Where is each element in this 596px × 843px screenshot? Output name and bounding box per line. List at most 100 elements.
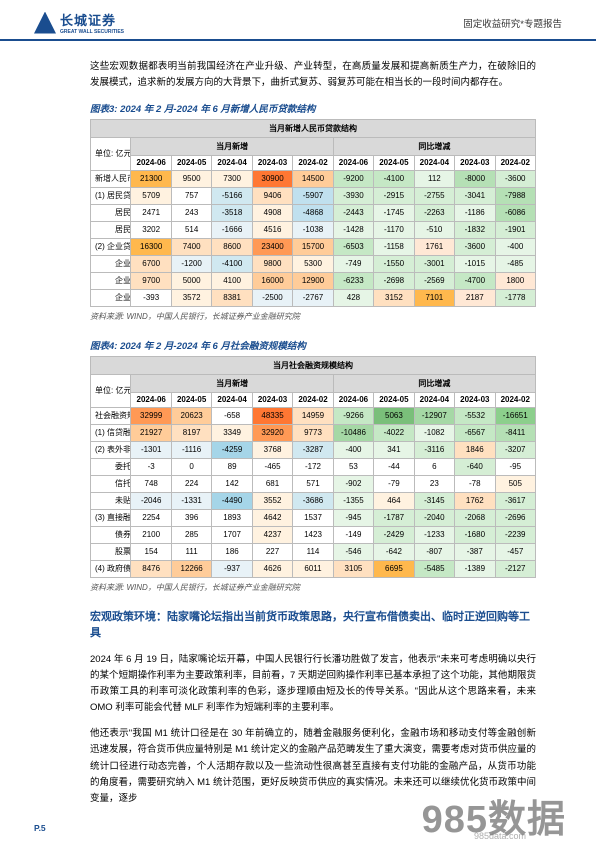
data-cell: -1082 bbox=[414, 424, 454, 441]
data-cell: 3105 bbox=[333, 560, 373, 577]
group-a: 当月新增 bbox=[131, 374, 333, 392]
row-label: 债券融资 bbox=[91, 526, 131, 543]
month-header: 2024-06 bbox=[131, 392, 171, 407]
data-cell: -1170 bbox=[374, 221, 414, 238]
data-cell: -12907 bbox=[414, 407, 454, 424]
month-header: 2024-02 bbox=[293, 155, 333, 170]
data-cell: 7101 bbox=[414, 289, 454, 306]
row-label: 居民中长期 bbox=[91, 221, 131, 238]
table-row: 居民短期2471243-35184908-4868-2443-1745-2263… bbox=[91, 204, 536, 221]
data-cell: -7988 bbox=[495, 187, 535, 204]
data-cell: 396 bbox=[171, 509, 211, 526]
row-label: 未贴现银行承兑汇票 bbox=[91, 492, 131, 509]
table-row: (1) 居民贷款5709757-51669406-5907-3930-2915-… bbox=[91, 187, 536, 204]
data-cell: 21927 bbox=[131, 424, 171, 441]
data-cell: -172 bbox=[293, 458, 333, 475]
data-cell: -1389 bbox=[455, 560, 495, 577]
data-cell: -2696 bbox=[495, 509, 535, 526]
logo: 长城证券 GREAT WALL SECURITIES bbox=[34, 10, 124, 35]
data-cell: -1901 bbox=[495, 221, 535, 238]
data-cell: -149 bbox=[333, 526, 373, 543]
data-cell: -8000 bbox=[455, 170, 495, 187]
data-cell: -1015 bbox=[455, 255, 495, 272]
data-cell: 8381 bbox=[212, 289, 252, 306]
data-cell: 757 bbox=[171, 187, 211, 204]
data-cell: -1186 bbox=[455, 204, 495, 221]
data-cell: 1846 bbox=[455, 441, 495, 458]
data-cell: 8600 bbox=[212, 238, 252, 255]
data-cell: -9266 bbox=[333, 407, 373, 424]
row-label: (2) 表外非标融资 bbox=[91, 441, 131, 458]
data-cell: 142 bbox=[212, 475, 252, 492]
data-cell: 505 bbox=[495, 475, 535, 492]
data-cell: 9700 bbox=[131, 272, 171, 289]
data-cell: -937 bbox=[212, 560, 252, 577]
data-cell: -6233 bbox=[333, 272, 373, 289]
month-header: 2024-04 bbox=[414, 155, 454, 170]
data-cell: -44 bbox=[374, 458, 414, 475]
watermark: 985数据 bbox=[422, 788, 566, 843]
data-cell: 428 bbox=[333, 289, 373, 306]
chart3-source: 资料来源: WIND，中国人民银行，长城证券产业金融研究院 bbox=[90, 311, 536, 322]
row-label: 新增人民币贷款: 当月值 bbox=[91, 170, 131, 187]
data-cell: 0 bbox=[171, 458, 211, 475]
chart4-source: 资料来源: WIND，中国人民银行，长城证券产业金融研究院 bbox=[90, 582, 536, 593]
unit-cell: 单位: 亿元 bbox=[91, 137, 131, 170]
section-p1: 2024 年 6 月 19 日，陆家嘴论坛开幕，中国人民银行行长潘功胜做了发言，… bbox=[90, 652, 536, 717]
data-cell: 285 bbox=[171, 526, 211, 543]
data-cell: -3686 bbox=[293, 492, 333, 509]
data-cell: 6700 bbox=[131, 255, 171, 272]
data-cell: 9773 bbox=[293, 424, 333, 441]
month-header: 2024-02 bbox=[495, 155, 535, 170]
data-cell: -945 bbox=[333, 509, 373, 526]
table-row: 债券融资2100285170742371423-149-2429-1233-16… bbox=[91, 526, 536, 543]
data-cell: -465 bbox=[252, 458, 292, 475]
data-cell: -1200 bbox=[171, 255, 211, 272]
data-cell: -1787 bbox=[374, 509, 414, 526]
data-cell: 3572 bbox=[171, 289, 211, 306]
month-header: 2024-05 bbox=[171, 392, 211, 407]
data-cell: 111 bbox=[171, 543, 211, 560]
month-header: 2024-05 bbox=[374, 392, 414, 407]
data-cell: -1428 bbox=[333, 221, 373, 238]
data-cell: 9500 bbox=[171, 170, 211, 187]
data-cell: -2443 bbox=[333, 204, 373, 221]
data-cell: -4100 bbox=[374, 170, 414, 187]
data-cell: 1893 bbox=[212, 509, 252, 526]
data-cell: -6567 bbox=[455, 424, 495, 441]
month-header: 2024-06 bbox=[333, 392, 373, 407]
month-header: 2024-04 bbox=[212, 155, 252, 170]
data-cell: 6695 bbox=[374, 560, 414, 577]
data-cell: 8476 bbox=[131, 560, 171, 577]
data-cell: -3116 bbox=[414, 441, 454, 458]
table-row: (1) 信贷融资2192781973349329209773-10486-402… bbox=[91, 424, 536, 441]
data-cell: -642 bbox=[374, 543, 414, 560]
data-cell: -546 bbox=[333, 543, 373, 560]
table-row: (4) 政府债券847612266-9374626601131056695-54… bbox=[91, 560, 536, 577]
data-cell: -6503 bbox=[333, 238, 373, 255]
data-cell: 464 bbox=[374, 492, 414, 509]
data-cell: -1666 bbox=[212, 221, 252, 238]
data-cell: -10486 bbox=[333, 424, 373, 441]
data-cell: 6 bbox=[414, 458, 454, 475]
row-label: 居民短期 bbox=[91, 204, 131, 221]
data-cell: -5532 bbox=[455, 407, 495, 424]
data-cell: -510 bbox=[414, 221, 454, 238]
chart3-table: 当月新增人民币贷款结构单位: 亿元当月新增同比增减2024-062024-052… bbox=[90, 119, 536, 307]
row-label: (2) 企业贷款 bbox=[91, 238, 131, 255]
data-cell: -2429 bbox=[374, 526, 414, 543]
table-row: (3) 直接融资2254396189346421537-945-1787-204… bbox=[91, 509, 536, 526]
table-row: 信托贷款748224142681571-902-7923-78505 bbox=[91, 475, 536, 492]
data-cell: -9200 bbox=[333, 170, 373, 187]
data-cell: 1423 bbox=[293, 526, 333, 543]
data-cell: 5000 bbox=[171, 272, 211, 289]
data-cell: -485 bbox=[495, 255, 535, 272]
intro-paragraph: 这些宏观数据都表明当前我国经济在产业升级、产业转型，在高质量发展和提高新质生产力… bbox=[90, 59, 536, 91]
data-cell: -3518 bbox=[212, 204, 252, 221]
unit-cell: 单位: 亿元 bbox=[91, 374, 131, 407]
data-cell: -1233 bbox=[414, 526, 454, 543]
data-cell: 3552 bbox=[252, 492, 292, 509]
data-cell: 23 bbox=[414, 475, 454, 492]
data-cell: 1762 bbox=[455, 492, 495, 509]
page-number: P.5 bbox=[34, 823, 46, 833]
